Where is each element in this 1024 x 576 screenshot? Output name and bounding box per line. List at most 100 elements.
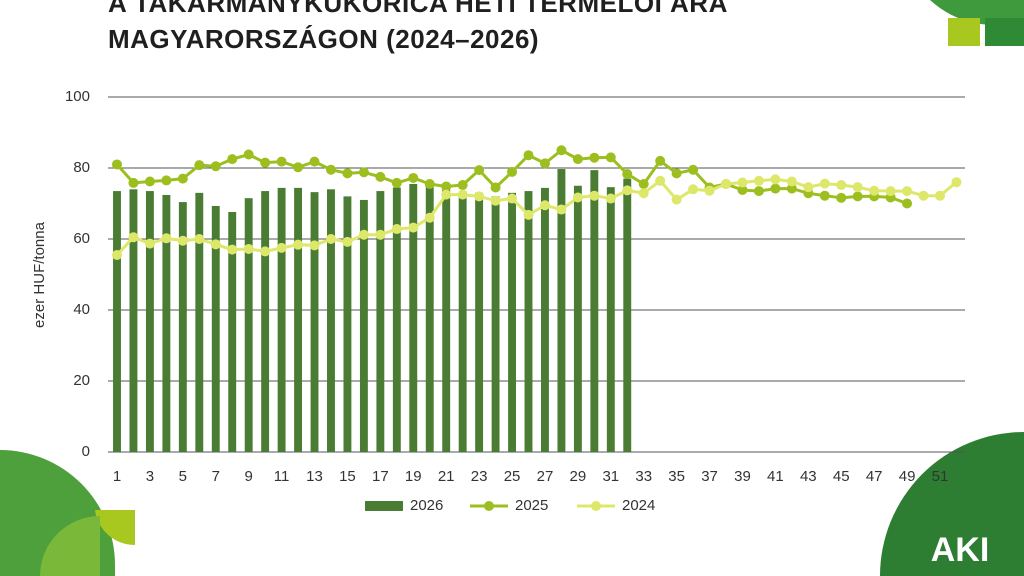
bar [409,183,418,452]
marker [358,167,369,178]
marker [523,150,534,161]
marker [622,185,633,196]
marker [358,229,369,240]
legend-label: 2025 [515,497,548,514]
x-tick-label: 21 [438,468,455,485]
x-tick-label: 43 [800,468,817,485]
bar [113,191,121,452]
marker [721,178,732,189]
bar [376,191,385,452]
x-tick-label: 25 [504,468,521,485]
x-tick-label: 27 [537,468,554,485]
marker [803,182,814,193]
marker [605,193,616,204]
x-tick-label: 35 [668,468,685,485]
marker [325,164,336,175]
marker [935,190,945,201]
logo: AKI [931,531,990,569]
marker [918,190,929,201]
y-axis-label: ezer HUF/tonna [31,221,48,328]
x-tick-label: 7 [212,468,220,485]
bar [508,192,516,452]
bar [195,192,204,452]
marker [243,243,254,254]
bar [425,185,434,452]
bar [310,192,319,452]
marker [819,178,830,189]
marker [852,191,863,202]
marker [819,190,830,201]
x-tick-label: 9 [245,468,253,485]
marker [161,175,172,186]
marker [293,162,304,173]
marker [737,185,748,196]
x-tick-label: 11 [274,468,290,485]
bar [211,205,220,452]
marker [539,200,550,211]
bar [573,185,582,452]
marker [424,212,435,223]
x-tick-label: 31 [602,468,619,485]
marker [293,239,304,250]
marker [753,175,764,186]
marker [391,177,402,188]
x-tick-label: 47 [866,468,883,485]
marker [342,236,353,247]
marker [572,192,583,203]
bar [178,202,187,452]
marker [112,159,122,170]
bar [294,187,303,452]
marker [210,239,221,250]
bar [228,212,237,452]
marker [622,169,633,180]
marker [902,186,913,197]
marker [836,180,847,191]
marker [770,174,781,185]
marker [128,232,139,243]
marker [589,152,600,163]
y-tick-label: 0 [82,443,90,460]
marker [144,176,155,187]
y-tick-label: 60 [73,230,90,247]
marker [194,234,205,244]
marker [441,189,452,200]
marker [869,185,880,196]
marker [227,154,238,165]
bar [442,189,451,453]
marker [474,165,485,176]
marker [638,188,649,199]
x-tick-label: 5 [179,468,187,485]
marker [457,189,468,200]
marker [753,186,764,197]
marker [375,171,386,182]
marker [144,238,155,249]
bar [327,189,335,453]
bar [557,169,566,452]
marker [605,152,616,163]
bar [129,189,138,453]
marker [770,183,781,194]
marker [507,166,518,177]
x-tick-label: 49 [899,468,916,485]
bar [359,199,368,452]
marker [572,154,583,165]
x-tick-label: 19 [405,468,422,485]
bar [623,178,632,452]
marker [177,235,188,246]
x-tick-label: 23 [471,468,488,485]
marker [424,178,435,189]
bar [392,187,401,452]
bar [261,191,270,452]
marker [309,240,320,251]
marker [210,161,221,172]
bar [475,192,484,452]
legend-label: 2026 [410,497,443,514]
marker [704,185,715,196]
y-tick-label: 20 [73,372,90,389]
bar [524,191,533,452]
marker [786,183,797,194]
marker [441,181,452,192]
y-tick-label: 100 [65,88,90,105]
